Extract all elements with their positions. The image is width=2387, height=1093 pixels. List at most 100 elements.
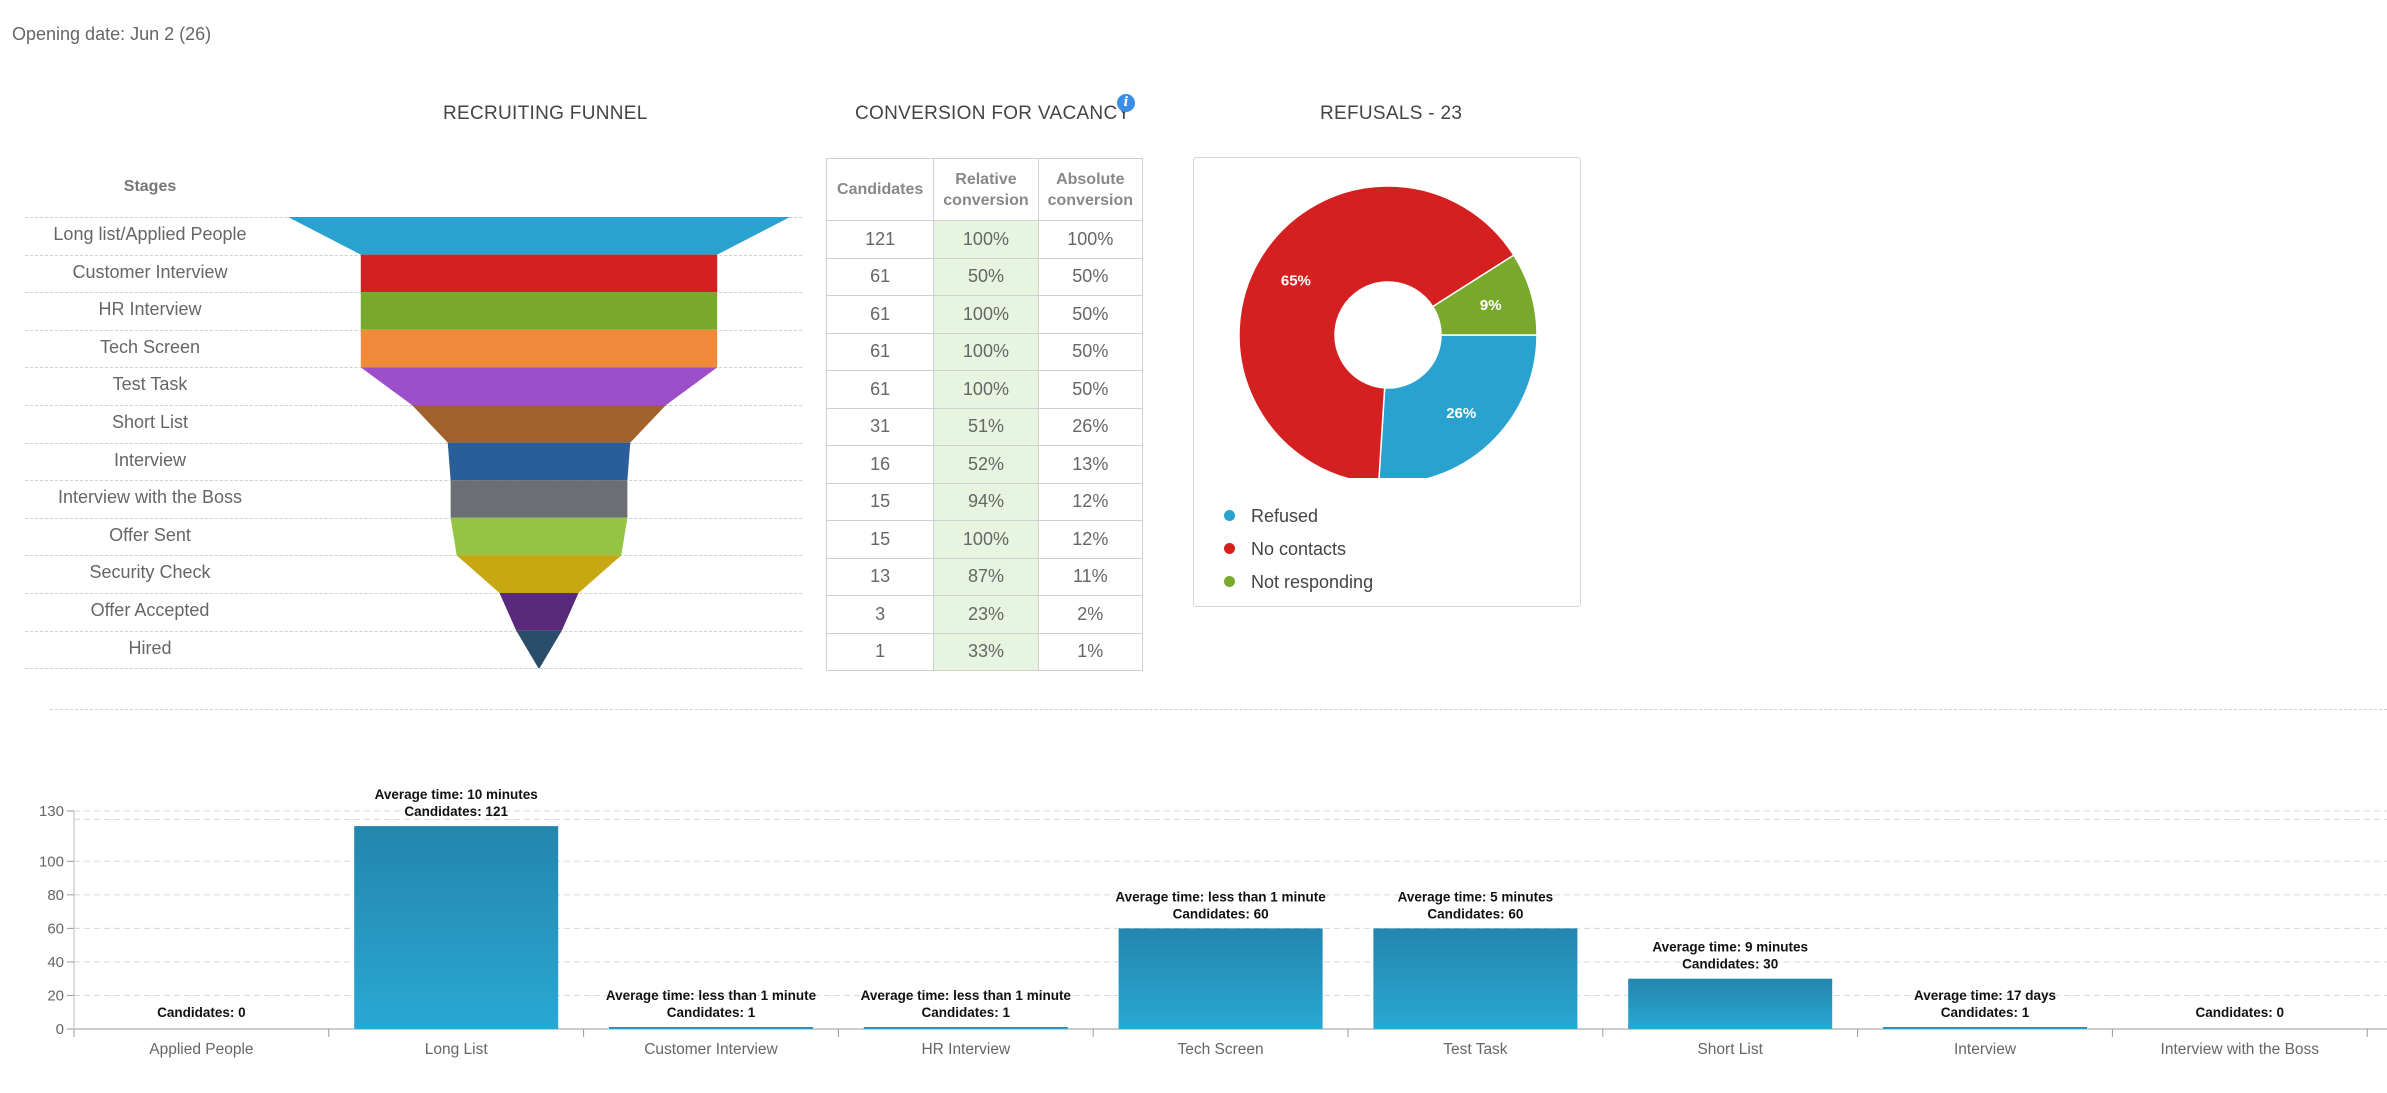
- donut-slice-not-responding[interactable]: [1431, 254, 1538, 336]
- table-row: 13 87% 11%: [825, 557, 1144, 596]
- funnel-segment-hr-interview[interactable]: [360, 292, 718, 330]
- bar-customer-interview[interactable]: [609, 1027, 813, 1029]
- cell-candidates: 1: [825, 632, 935, 671]
- table-row: 3 23% 2%: [825, 595, 1144, 634]
- funnel-segment-interview[interactable]: [447, 442, 631, 481]
- x-tick-label-short-list: Short List: [1697, 1041, 1763, 1058]
- stage-label-interview-with-the-boss: Interview with the Boss: [57, 487, 243, 508]
- cell-relative-conversion: 33%: [933, 632, 1039, 671]
- table-row: 61 100% 50%: [825, 332, 1144, 371]
- opening-date: Opening date: Jun 2 (26): [12, 24, 212, 44]
- funnel-row-divider: [25, 630, 802, 632]
- legend-label: Not responding: [1251, 572, 1374, 592]
- cell-relative-conversion: 50%: [933, 257, 1039, 296]
- funnel-segment-tech-screen[interactable]: [360, 329, 718, 368]
- col-header-absolute: Absolute conversion: [1037, 158, 1144, 221]
- bar-data-label: Candidates: 1: [667, 1005, 756, 1020]
- cell-candidates: 61: [825, 295, 935, 334]
- legend-label: No contacts: [1251, 539, 1347, 559]
- cell-candidates: 121: [825, 220, 935, 259]
- cell-candidates: 16: [825, 445, 935, 484]
- cell-absolute-conversion: 1%: [1037, 632, 1144, 671]
- table-row: 121 100% 100%: [825, 220, 1144, 259]
- legend-item-not-responding[interactable]: Not responding: [1224, 572, 1373, 605]
- cell-absolute-conversion: 50%: [1037, 257, 1144, 296]
- bar-short-list[interactable]: [1628, 978, 1833, 1029]
- cell-relative-conversion: 94%: [933, 482, 1039, 521]
- funnel-row-divider: [25, 517, 802, 519]
- table-row: 31 51% 26%: [825, 407, 1144, 446]
- bar-data-label: Candidates: 1: [922, 1005, 1011, 1020]
- funnel-segment-interview-with-the-boss[interactable]: [450, 480, 628, 518]
- funnel-title: RECRUITING FUNNEL: [443, 103, 648, 124]
- table-row: 61 100% 50%: [825, 295, 1144, 334]
- bar-data-label: Candidates: 30: [1682, 957, 1778, 972]
- funnel-segment-test-task[interactable]: [360, 367, 718, 405]
- cell-absolute-conversion: 12%: [1037, 520, 1144, 559]
- stage-label-short-list: Short List: [111, 412, 189, 432]
- bar-data-label: Average time: less than 1 minute: [1115, 889, 1326, 904]
- x-tick-label-tech-screen: Tech Screen: [1178, 1041, 1264, 1058]
- stages-header: Stages: [123, 178, 177, 195]
- cell-absolute-conversion: 100%: [1037, 220, 1144, 259]
- x-tick-label-hr-interview: HR Interview: [921, 1041, 1011, 1058]
- cell-absolute-conversion: 50%: [1037, 295, 1144, 334]
- info-icon[interactable]: i: [1117, 94, 1135, 112]
- cell-absolute-conversion: 12%: [1037, 482, 1144, 521]
- y-tick-label: 80: [47, 887, 64, 904]
- cell-relative-conversion: 51%: [933, 407, 1039, 446]
- funnel-row-divider: [25, 480, 802, 482]
- donut-slice-no-contacts[interactable]: [1238, 185, 1515, 478]
- conversion-table: Candidates Relative conversion Absolute …: [825, 158, 1144, 671]
- funnel-segment-long-list-applied-people[interactable]: [288, 217, 790, 255]
- legend-dot: [1224, 575, 1235, 587]
- bar-data-label: Average time: 9 minutes: [1652, 940, 1808, 955]
- funnel-segment-short-list[interactable]: [411, 405, 667, 443]
- refusals-legend: Refused No contacts Not responding: [1224, 506, 1373, 605]
- table-row: 15 100% 12%: [825, 520, 1144, 559]
- stage-label-hired: Hired: [128, 637, 172, 658]
- y-tick-label: 100: [39, 853, 64, 870]
- bar-data-label: Candidates: 0: [157, 1005, 246, 1020]
- bar-long-list[interactable]: [354, 826, 559, 1029]
- stage-label-offer-sent: Offer Sent: [109, 524, 191, 545]
- bar-test-task[interactable]: [1373, 928, 1578, 1029]
- donut-slice-label: 65%: [1281, 273, 1311, 290]
- bar-data-label: Average time: 10 minutes: [375, 787, 538, 802]
- cell-relative-conversion: 100%: [933, 295, 1039, 334]
- bar-data-label: Candidates: 60: [1173, 906, 1269, 921]
- cell-absolute-conversion: 50%: [1037, 370, 1144, 409]
- bar-data-label: Candidates: 60: [1427, 906, 1523, 921]
- legend-item-no-contacts[interactable]: No contacts: [1224, 539, 1373, 572]
- bar-hr-interview[interactable]: [863, 1027, 1068, 1029]
- bar-tech-screen[interactable]: [1118, 928, 1323, 1029]
- cell-candidates: 15: [825, 520, 935, 559]
- funnel-segment-offer-sent[interactable]: [450, 517, 628, 556]
- bar-data-label: Average time: less than 1 minute: [861, 988, 1072, 1003]
- table-row: 61 50% 50%: [825, 257, 1144, 296]
- table-row: 16 52% 13%: [825, 445, 1144, 484]
- funnel-chart: [288, 217, 790, 669]
- cell-candidates: 31: [825, 407, 935, 446]
- stage-label-offer-accepted: Offer Accepted: [90, 600, 210, 620]
- y-tick-label: 60: [47, 920, 64, 937]
- funnel-segment-customer-interview[interactable]: [360, 254, 718, 293]
- cell-relative-conversion: 23%: [933, 595, 1039, 634]
- funnel-segment-hired[interactable]: [516, 630, 562, 669]
- bar-interview[interactable]: [1883, 1027, 2087, 1029]
- legend-item-refused[interactable]: Refused: [1224, 506, 1373, 539]
- cell-absolute-conversion: 2%: [1037, 595, 1144, 634]
- bar-data-label: Average time: 17 days: [1914, 988, 2056, 1003]
- funnel-segment-offer-accepted[interactable]: [499, 593, 579, 631]
- x-tick-label-customer-interview: Customer Interview: [644, 1041, 778, 1058]
- cell-relative-conversion: 100%: [933, 370, 1039, 409]
- funnel-row-divider: [25, 593, 802, 594]
- donut-slice-refused[interactable]: [1378, 334, 1538, 478]
- cell-absolute-conversion: 50%: [1037, 332, 1144, 371]
- cell-relative-conversion: 100%: [933, 220, 1039, 259]
- donut-slice-label: 26%: [1446, 405, 1476, 422]
- section-divider: [50, 709, 2387, 710]
- y-tick-label: 0: [56, 1021, 64, 1038]
- funnel-segment-security-check[interactable]: [456, 555, 622, 593]
- cell-candidates: 61: [825, 370, 935, 409]
